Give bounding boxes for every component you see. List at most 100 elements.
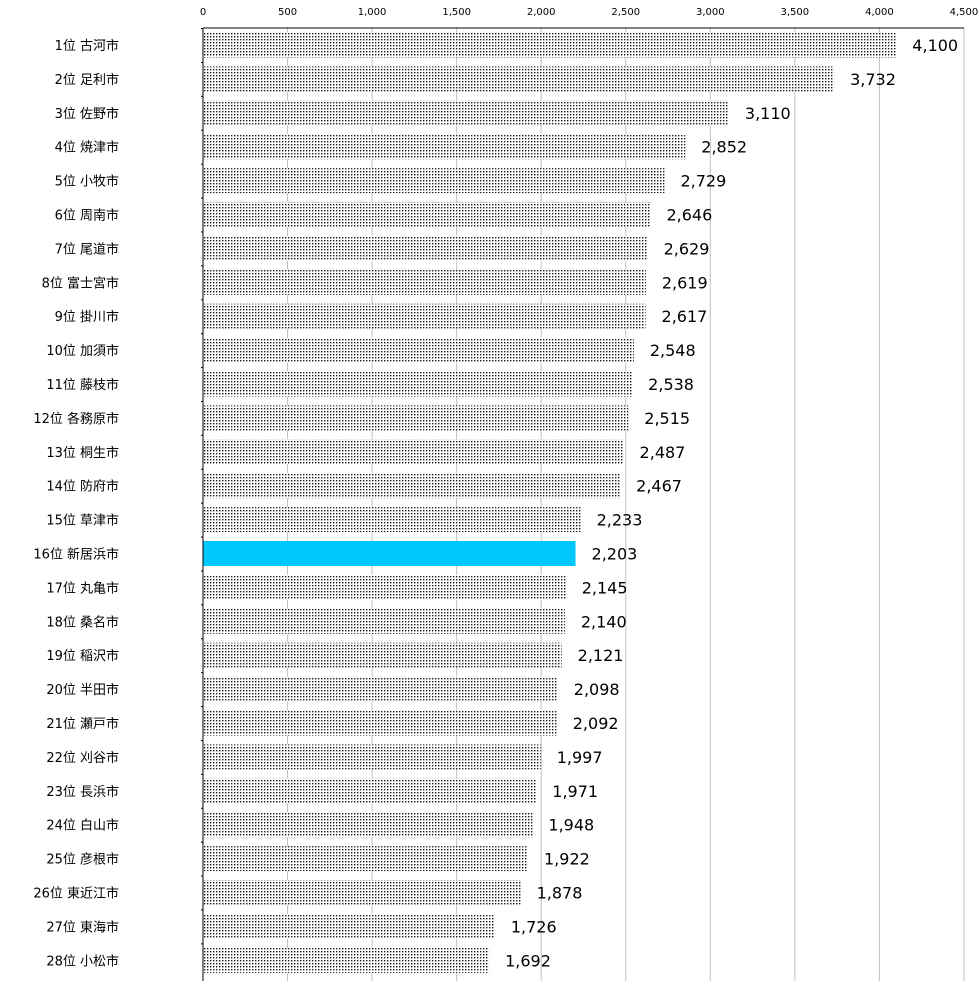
bar xyxy=(203,439,624,465)
bar xyxy=(203,235,648,261)
value-label: 2,092 xyxy=(573,714,619,733)
category-label: 4位 焼津市 xyxy=(55,140,119,156)
value-label: 2,852 xyxy=(701,138,747,157)
bar xyxy=(203,337,634,363)
x-tick-label: 1,500 xyxy=(442,7,471,18)
category-label: 3位 佐野市 xyxy=(55,106,119,122)
value-label: 2,515 xyxy=(644,409,690,428)
category-label: 15位 草津市 xyxy=(46,513,119,529)
value-label: 2,548 xyxy=(650,341,696,360)
x-tick-label: 3,500 xyxy=(781,7,810,18)
category-label: 13位 桐生市 xyxy=(46,445,119,461)
category-label: 7位 尾道市 xyxy=(55,241,119,257)
bar xyxy=(203,303,646,329)
x-tick-label: 2,000 xyxy=(527,7,556,18)
value-labels: 4,100 3,732 3,110 2,852 2,729 2,646 2,629 2,619… xyxy=(505,36,958,970)
x-tick-label: 2,500 xyxy=(611,7,640,18)
bar xyxy=(203,778,537,804)
category-label: 8位 富士宮市 xyxy=(42,275,119,291)
bar xyxy=(203,608,565,634)
x-tick-label: 1,000 xyxy=(358,7,387,18)
category-label: 27位 東海市 xyxy=(46,919,119,935)
category-label: 17位 丸亀市 xyxy=(46,580,119,596)
category-label: 14位 防府市 xyxy=(46,479,119,495)
bar xyxy=(203,473,621,499)
value-label: 2,646 xyxy=(666,206,712,225)
category-label: 20位 半田市 xyxy=(46,682,119,698)
value-label: 2,233 xyxy=(597,511,643,530)
bar xyxy=(203,168,665,194)
value-label: 1,922 xyxy=(544,850,590,869)
x-tick-label: 4,500 xyxy=(950,7,979,18)
value-label: 2,617 xyxy=(662,307,708,326)
category-label: 11位 藤枝市 xyxy=(46,377,119,393)
bars xyxy=(203,32,897,973)
bar xyxy=(203,880,521,905)
value-label: 2,467 xyxy=(636,477,682,496)
bar-highlighted xyxy=(203,541,576,566)
bar xyxy=(203,269,646,295)
category-label: 10位 加須市 xyxy=(46,343,119,359)
value-label: 1,997 xyxy=(557,748,603,767)
value-label: 2,140 xyxy=(581,612,627,631)
bar xyxy=(203,405,629,431)
value-label: 2,619 xyxy=(662,273,708,292)
x-tick-label: 3,000 xyxy=(696,7,725,18)
bar xyxy=(203,66,835,92)
value-label: 1,971 xyxy=(552,782,598,801)
bar xyxy=(203,744,541,770)
bar xyxy=(203,846,529,872)
x-tick-label: 500 xyxy=(278,7,297,18)
value-label: 2,629 xyxy=(664,239,710,258)
bar xyxy=(203,574,566,600)
value-label: 2,538 xyxy=(648,375,694,394)
bar xyxy=(203,947,490,973)
bar xyxy=(203,676,558,702)
value-label: 2,203 xyxy=(592,545,638,564)
category-label: 19位 稲沢市 xyxy=(46,648,119,664)
value-label: 3,110 xyxy=(745,104,791,123)
category-labels: 1位 古河市 2位 足利市 3位 佐野市 4位 焼津市 5位 小牧市 6位 周南市 7位 尾… xyxy=(33,38,119,969)
value-label: 2,145 xyxy=(582,578,628,597)
category-label: 9位 掛川市 xyxy=(55,309,119,325)
bar xyxy=(203,913,495,939)
category-label: 24位 白山市 xyxy=(46,818,119,834)
bar xyxy=(203,371,633,397)
value-label: 3,732 xyxy=(850,70,896,89)
bar xyxy=(203,32,897,58)
category-label: 23位 長浜市 xyxy=(46,784,119,800)
value-label: 4,100 xyxy=(912,36,958,55)
category-label: 28位 小松市 xyxy=(46,953,119,969)
category-label: 16位 新居浜市 xyxy=(33,547,119,563)
bar xyxy=(203,710,557,736)
bar xyxy=(203,202,651,227)
value-label: 2,487 xyxy=(640,443,686,462)
category-label: 12位 各務原市 xyxy=(33,411,119,427)
category-label: 21位 瀬戸市 xyxy=(46,716,119,732)
category-label: 22位 刈谷市 xyxy=(46,750,119,766)
value-label: 1,948 xyxy=(548,816,594,835)
bar xyxy=(203,812,533,838)
value-label: 2,098 xyxy=(574,680,620,699)
bar xyxy=(203,642,562,668)
axes xyxy=(201,27,964,981)
bar xyxy=(203,507,581,533)
x-tick-label: 4,000 xyxy=(865,7,894,18)
value-label: 1,726 xyxy=(511,917,557,936)
category-label: 25位 彦根市 xyxy=(46,852,119,868)
bar xyxy=(203,100,729,126)
category-label: 26位 東近江市 xyxy=(33,886,119,902)
value-label: 1,878 xyxy=(537,884,583,903)
bar xyxy=(203,134,686,160)
category-label: 5位 小牧市 xyxy=(55,174,119,190)
x-tick-label: 0 xyxy=(200,7,206,18)
category-label: 6位 周南市 xyxy=(55,208,119,224)
category-label: 2位 足利市 xyxy=(55,72,119,88)
x-axis-ticks: 0 500 1,000 1,500 2,000 2,500 3,000 3,500 4,000 4… xyxy=(200,7,978,18)
category-label: 1位 古河市 xyxy=(55,38,119,54)
value-label: 2,729 xyxy=(680,172,726,191)
value-label: 1,692 xyxy=(505,951,551,970)
category-label: 18位 桑名市 xyxy=(46,614,119,630)
